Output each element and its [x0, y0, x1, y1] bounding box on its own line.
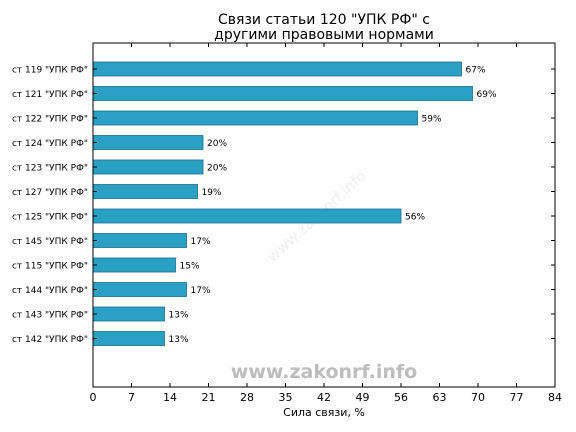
chart-title-line-2: другими правовыми нормами [214, 27, 434, 43]
bar [92, 257, 176, 273]
x-tick-label: 28 [240, 391, 254, 404]
bar-value-label: 67% [466, 66, 486, 76]
bar-value-label: 69% [477, 90, 497, 100]
bar-value-label: 59% [422, 115, 442, 125]
bar-value-label: 56% [405, 213, 425, 223]
plot-frame [92, 42, 556, 388]
bar [92, 233, 187, 248]
chart-title-line-1: Связи статьи 120 "УПК РФ" с [218, 12, 430, 28]
bars-layer: 67% 69% 59% 20% 20% 19% 56% 17% 15% 17% 13% 13% [92, 61, 497, 346]
x-tick-label: 14 [163, 391, 177, 404]
y-tick-label: ст 123 "УПК РФ" [12, 164, 88, 174]
x-tick-label: 42 [317, 391, 331, 404]
bar [92, 306, 165, 322]
x-tick-label: 70 [471, 391, 485, 404]
bar [92, 331, 165, 346]
site-watermark: www.zakonrf.info [231, 361, 417, 383]
x-axis-label: Сила связи, % [283, 406, 365, 419]
bar-value-label: 20% [207, 164, 227, 174]
y-tick-label: ст 143 "УПК РФ" [12, 311, 88, 321]
x-tick-label: 84 [548, 391, 562, 404]
bar-value-label: 17% [191, 237, 211, 247]
ticks-layer: ст 119 "УПК РФ" ст 121 "УПК РФ" ст 122 "УП… [12, 43, 562, 404]
x-tick-label: 21 [202, 391, 216, 404]
y-tick-label: ст 125 "УПК РФ" [12, 213, 88, 223]
x-tick-label: 0 [90, 391, 97, 404]
bar-value-label: 20% [207, 139, 227, 149]
y-tick-label: ст 127 "УПК РФ" [12, 188, 88, 198]
x-tick-label: 77 [510, 391, 524, 404]
y-tick-label: ст 121 "УПК РФ" [12, 90, 88, 100]
x-tick-label: 56 [394, 391, 408, 404]
y-tick-label: ст 119 "УПК РФ" [12, 66, 88, 76]
bar-value-label: 13% [169, 335, 189, 345]
bar-value-label: 15% [180, 262, 200, 272]
bar [92, 110, 418, 126]
bar-value-label: 19% [202, 188, 222, 198]
bar [92, 282, 187, 297]
y-tick-label: ст 142 "УПК РФ" [12, 335, 88, 345]
bar [92, 135, 204, 150]
bar-value-label: 17% [191, 286, 211, 296]
bar [92, 61, 462, 77]
y-tick-label: ст 124 "УПК РФ" [12, 139, 88, 149]
y-tick-label: ст 145 "УПК РФ" [12, 237, 88, 247]
bar [92, 208, 402, 224]
x-tick-label: 35 [279, 391, 293, 404]
x-tick-label: 7 [128, 391, 135, 404]
bar [92, 86, 473, 101]
y-tick-label: ст 144 "УПК РФ" [12, 286, 88, 296]
bar-value-label: 13% [169, 311, 189, 321]
y-tick-label: ст 122 "УПК РФ" [12, 115, 88, 125]
x-tick-label: 49 [356, 391, 370, 404]
bar [92, 159, 204, 175]
y-tick-label: ст 115 "УПК РФ" [12, 262, 88, 272]
x-tick-label: 63 [433, 391, 447, 404]
bar [92, 184, 198, 199]
